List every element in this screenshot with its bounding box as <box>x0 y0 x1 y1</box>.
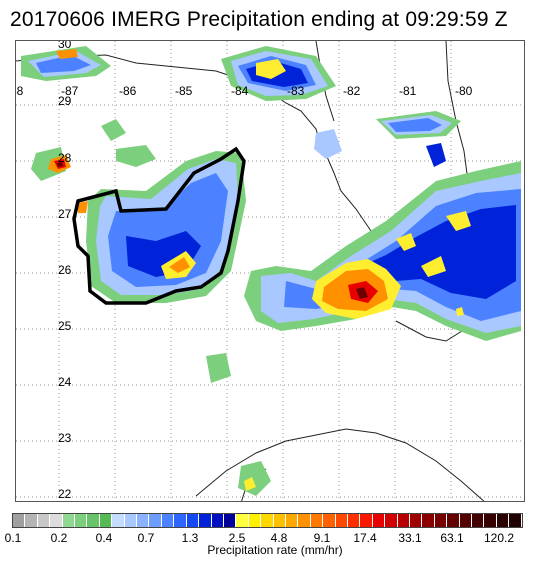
colorbar-cell <box>236 514 249 527</box>
lat-label: 25 <box>58 319 72 333</box>
lon-label: -88 <box>16 84 24 98</box>
colorbar-tick: 0.7 <box>137 531 155 545</box>
colorbar-cell <box>112 514 125 527</box>
colorbar-tick: 120.2 <box>483 531 515 545</box>
colorbar-cell <box>397 514 410 527</box>
colorbar-cell <box>484 514 497 527</box>
colorbar-cell <box>385 514 398 527</box>
colorbar-cell <box>323 514 336 527</box>
colorbar-cell <box>360 514 373 527</box>
colorbar-cell <box>174 514 187 527</box>
colorbar-cell <box>211 514 224 527</box>
colorbar-cell <box>509 514 522 527</box>
gridlines <box>16 41 524 501</box>
colorbar-cell <box>25 514 38 527</box>
lat-label: 27 <box>58 207 72 221</box>
colorbar-cell <box>496 514 510 527</box>
colorbar-cell <box>75 514 88 527</box>
colorbar-cell <box>273 514 286 527</box>
colorbar-cell <box>87 514 100 527</box>
colorbar-cell <box>149 514 162 527</box>
precipitation-map: -88 -87 -86 -85 -84 -83 -82 -81 -80 30 2… <box>15 40 525 502</box>
colorbar-cell <box>298 514 311 527</box>
colorbar-cell <box>285 514 299 527</box>
lat-label: 28 <box>58 151 72 165</box>
colorbar-cell <box>447 514 460 527</box>
precip-darkred-core <box>356 287 368 299</box>
colorbar-cell <box>335 514 348 527</box>
lon-label: -86 <box>119 84 137 98</box>
colorbar-cell <box>372 514 386 527</box>
colorbar-cell <box>13 514 26 527</box>
colorbar-cell <box>124 514 138 527</box>
colorbar-cell <box>186 514 200 527</box>
lat-label: 24 <box>58 375 72 389</box>
lon-label: -80 <box>455 84 473 98</box>
lat-label: 29 <box>58 94 72 108</box>
colorbar-cell <box>248 514 262 527</box>
precip-heavy <box>48 49 471 491</box>
outlined-region <box>72 146 246 305</box>
lon-label: -81 <box>399 84 417 98</box>
lat-label: 23 <box>58 431 72 445</box>
lon-label: -82 <box>343 84 361 98</box>
lon-label: -84 <box>231 84 249 98</box>
colorbar-tick: 0.2 <box>50 531 68 545</box>
colorbar-cell <box>37 514 51 527</box>
colorbar-cell <box>50 514 63 527</box>
colorbar-cell <box>459 514 473 527</box>
colorbar-tick: 2.5 <box>228 531 246 545</box>
colorbar-cell <box>137 514 150 527</box>
map-canvas <box>16 41 524 501</box>
lon-label: -85 <box>175 84 193 98</box>
colorbar <box>12 513 523 528</box>
colorbar-cell <box>99 514 113 527</box>
page-title: 20170606 IMERG Precipitation ending at 0… <box>10 8 508 31</box>
colorbar-cell <box>310 514 324 527</box>
colorbar-cell <box>199 514 212 527</box>
colorbar-tick: 1.3 <box>181 531 199 545</box>
lat-label: 30 <box>58 40 72 51</box>
colorbar-cell <box>223 514 237 527</box>
colorbar-cell <box>434 514 448 527</box>
colorbar-cell <box>472 514 485 527</box>
colorbar-tick: 0.1 <box>4 531 22 545</box>
colorbar-tick: 33.1 <box>398 531 422 545</box>
lat-label: 22 <box>58 487 72 501</box>
colorbar-tick: 9.1 <box>313 531 331 545</box>
lon-label: -87 <box>61 84 79 98</box>
colorbar-cell <box>161 514 175 527</box>
colorbar-cell <box>261 514 274 527</box>
colorbar-cell <box>62 514 76 527</box>
colorbar-tick: 17.4 <box>353 531 377 545</box>
colorbar-title: Precipitation rate (mm/hr) <box>207 543 343 557</box>
colorbar-tick: 63.1 <box>440 531 464 545</box>
lon-label: -83 <box>287 84 305 98</box>
colorbar-tick: 0.4 <box>95 531 113 545</box>
lat-label: 26 <box>58 263 72 277</box>
colorbar-cell <box>410 514 423 527</box>
colorbar-cell <box>422 514 435 527</box>
colorbar-tick: 4.8 <box>270 531 288 545</box>
colorbar-cell <box>347 514 361 527</box>
